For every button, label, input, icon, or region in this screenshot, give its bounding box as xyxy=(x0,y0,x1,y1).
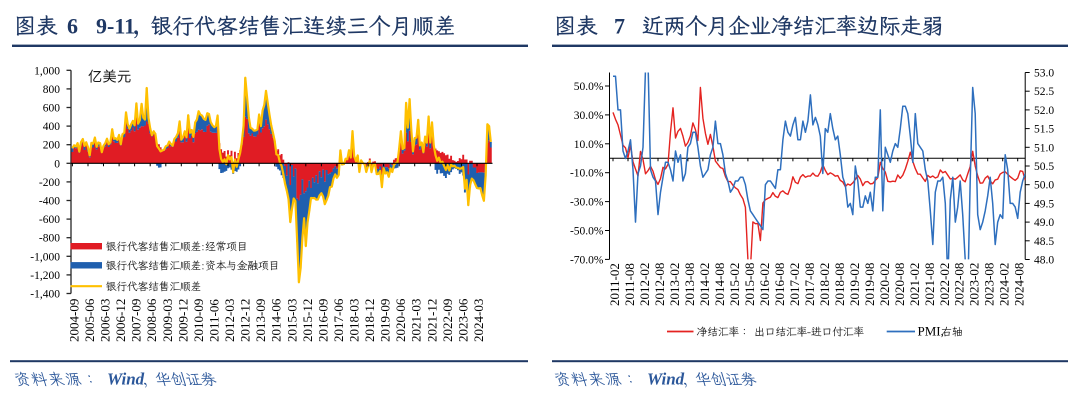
svg-text:2020-08: 2020-08 xyxy=(892,263,907,306)
svg-text:2014-08: 2014-08 xyxy=(712,263,727,306)
svg-text:2013-08: 2013-08 xyxy=(682,263,697,306)
svg-text:2024-02: 2024-02 xyxy=(997,263,1012,306)
svg-text:2023-08: 2023-08 xyxy=(982,263,997,306)
svg-text:2022-02: 2022-02 xyxy=(937,263,952,306)
svg-text:2017-02: 2017-02 xyxy=(787,263,802,306)
svg-text:48.0: 48.0 xyxy=(1034,255,1054,267)
svg-text:50.5: 50.5 xyxy=(1034,161,1054,173)
svg-text:9-11: 9-11 xyxy=(96,14,135,39)
svg-text:2008-06: 2008-06 xyxy=(144,298,159,342)
svg-text:2004-09: 2004-09 xyxy=(66,299,81,342)
svg-text:2014-02: 2014-02 xyxy=(697,263,712,306)
svg-text:2021-12: 2021-12 xyxy=(424,299,439,342)
svg-text:2021-02: 2021-02 xyxy=(907,263,922,306)
svg-text:Wind: Wind xyxy=(647,370,685,389)
svg-text:2018-08: 2018-08 xyxy=(832,263,847,306)
svg-text:48.5: 48.5 xyxy=(1034,236,1054,248)
svg-text:53.0: 53.0 xyxy=(1034,68,1054,80)
svg-text:-50.0%: -50.0% xyxy=(570,226,604,238)
svg-text:2022-09: 2022-09 xyxy=(440,299,455,342)
svg-text:2017-06: 2017-06 xyxy=(331,298,346,342)
svg-text:200: 200 xyxy=(43,140,61,152)
svg-text:2011-06: 2011-06 xyxy=(206,299,221,342)
svg-text:2012-03: 2012-03 xyxy=(222,299,237,342)
svg-text:2012-02: 2012-02 xyxy=(637,263,652,306)
svg-text:400: 400 xyxy=(43,121,61,133)
svg-text:51.5: 51.5 xyxy=(1034,124,1054,136)
svg-text:600: 600 xyxy=(43,103,61,115)
svg-text:-1,400: -1,400 xyxy=(30,289,60,301)
svg-text:1,000: 1,000 xyxy=(34,65,60,77)
svg-text:2009-12: 2009-12 xyxy=(175,299,190,342)
svg-text:2024-08: 2024-08 xyxy=(1012,263,1027,306)
svg-text:0: 0 xyxy=(54,158,60,170)
svg-text:50.0: 50.0 xyxy=(1034,180,1054,192)
svg-text:10.0%: 10.0% xyxy=(574,139,604,151)
svg-text:49.0: 49.0 xyxy=(1034,217,1054,229)
svg-text:2020-02: 2020-02 xyxy=(877,263,892,306)
svg-text:2017-08: 2017-08 xyxy=(802,263,817,306)
svg-text:-1,200: -1,200 xyxy=(30,270,60,282)
svg-text:2023-02: 2023-02 xyxy=(967,263,982,306)
svg-text:2013-02: 2013-02 xyxy=(667,263,682,306)
svg-text:-200: -200 xyxy=(39,177,60,189)
svg-text:2015-03: 2015-03 xyxy=(284,299,299,342)
svg-text:-800: -800 xyxy=(39,233,60,245)
svg-text:2006-03: 2006-03 xyxy=(98,299,113,342)
svg-text:2018-03: 2018-03 xyxy=(347,299,362,342)
svg-text:-1,000: -1,000 xyxy=(30,251,60,263)
svg-text:2021-03: 2021-03 xyxy=(409,299,424,342)
svg-text:6: 6 xyxy=(67,14,78,39)
svg-text:Wind: Wind xyxy=(107,370,145,389)
svg-text:52.0: 52.0 xyxy=(1034,105,1054,117)
svg-text:-70.0%: -70.0% xyxy=(570,254,604,266)
svg-text:-400: -400 xyxy=(39,196,60,208)
svg-text:-30.0%: -30.0% xyxy=(570,197,604,209)
svg-text:2016-08: 2016-08 xyxy=(772,263,787,306)
svg-text:2016-09: 2016-09 xyxy=(315,299,330,342)
svg-text:2013-09: 2013-09 xyxy=(253,299,268,342)
svg-text:2012-12: 2012-12 xyxy=(238,299,253,342)
svg-text:-600: -600 xyxy=(39,214,60,226)
svg-text:2018-02: 2018-02 xyxy=(817,263,832,306)
svg-text:51.0: 51.0 xyxy=(1034,142,1054,154)
svg-text:2022-08: 2022-08 xyxy=(952,263,967,306)
svg-text:2010-09: 2010-09 xyxy=(191,299,206,342)
svg-text:2012-08: 2012-08 xyxy=(652,263,667,306)
svg-text:52.5: 52.5 xyxy=(1034,86,1054,98)
svg-text:800: 800 xyxy=(43,84,61,96)
svg-text:2019-08: 2019-08 xyxy=(862,263,877,306)
svg-text:30.0%: 30.0% xyxy=(574,110,604,122)
svg-text:2018-12: 2018-12 xyxy=(362,299,377,342)
svg-text:7: 7 xyxy=(614,14,625,39)
svg-text:2011-08: 2011-08 xyxy=(622,263,637,306)
svg-text:2016-02: 2016-02 xyxy=(757,263,772,306)
svg-text:2024-03: 2024-03 xyxy=(471,299,486,342)
svg-text:50.0%: 50.0% xyxy=(574,81,604,93)
svg-text:2005-06: 2005-06 xyxy=(82,298,97,342)
svg-text:2019-02: 2019-02 xyxy=(847,263,862,306)
svg-text:2009-03: 2009-03 xyxy=(160,299,175,342)
svg-text:49.5: 49.5 xyxy=(1034,198,1054,210)
svg-text:2015-02: 2015-02 xyxy=(727,263,742,306)
svg-text:2021-08: 2021-08 xyxy=(922,263,937,306)
svg-text:2020-06: 2020-06 xyxy=(393,298,408,342)
svg-text:PMI,: PMI, xyxy=(918,324,944,339)
svg-text:2015-08: 2015-08 xyxy=(742,263,757,306)
svg-text:2015-12: 2015-12 xyxy=(300,299,315,342)
svg-text:2014-06: 2014-06 xyxy=(269,298,284,342)
svg-text:-10.0%: -10.0% xyxy=(570,168,604,180)
svg-text:2023-06: 2023-06 xyxy=(455,298,470,342)
svg-text:2007-09: 2007-09 xyxy=(129,299,144,342)
svg-text:2006-12: 2006-12 xyxy=(113,299,128,342)
svg-text:2011-02: 2011-02 xyxy=(607,263,622,306)
svg-text:2019-09: 2019-09 xyxy=(378,299,393,342)
